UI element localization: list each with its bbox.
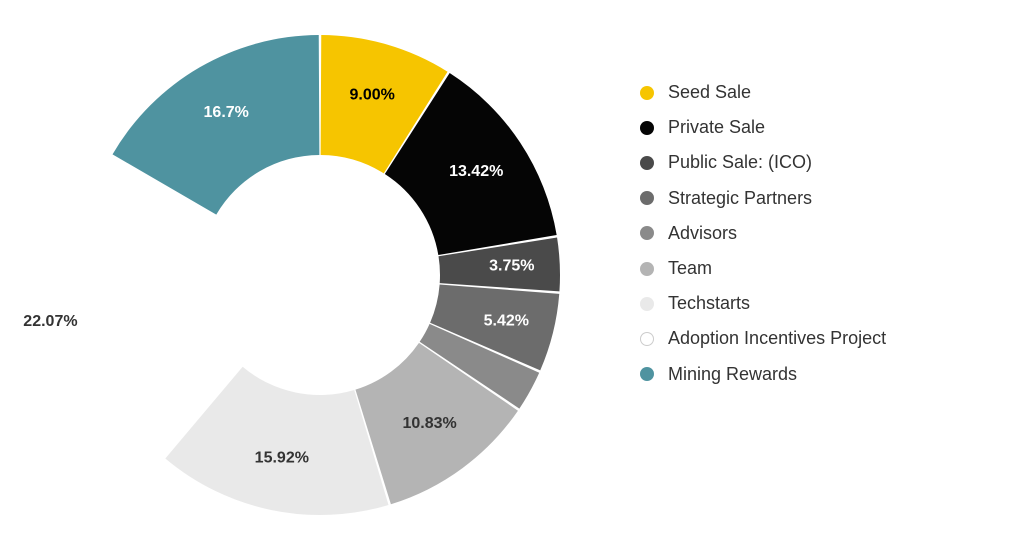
legend-label: Adoption Incentives Project [668, 326, 886, 351]
legend: Seed Sale Private Sale Public Sale: (ICO) S… [640, 80, 1000, 397]
legend-label: Strategic Partners [668, 186, 812, 211]
legend-item-mining[interactable]: Mining Rewards [640, 362, 1000, 387]
legend-label: Team [668, 256, 712, 281]
legend-item-partners[interactable]: Strategic Partners [640, 186, 1000, 211]
slice-label-public: 3.75% [489, 258, 534, 275]
legend-swatch [640, 191, 654, 205]
legend-item-private[interactable]: Private Sale [640, 115, 1000, 140]
legend-item-advisors[interactable]: Advisors [640, 221, 1000, 246]
legend-swatch [640, 367, 654, 381]
legend-label: Seed Sale [668, 80, 751, 105]
chart-container: 9.00% 13.42% 3.75% 5.42% 10.83% 15.92% 22.07% 1… [0, 0, 1024, 550]
legend-label: Mining Rewards [668, 362, 797, 387]
legend-swatch [640, 156, 654, 170]
donut-svg: 9.00% 13.42% 3.75% 5.42% 10.83% 15.92% 22.07% 1… [0, 0, 640, 550]
legend-label: Private Sale [668, 115, 765, 140]
legend-swatch [640, 121, 654, 135]
slice-label-partners: 5.42% [484, 313, 529, 330]
legend-item-team[interactable]: Team [640, 256, 1000, 281]
donut-chart: 9.00% 13.42% 3.75% 5.42% 10.83% 15.92% 22.07% 1… [0, 0, 640, 550]
slice-label-tech: 15.92% [255, 449, 309, 466]
legend-swatch [640, 297, 654, 311]
legend-item-tech[interactable]: Techstarts [640, 291, 1000, 316]
slice-label-mining: 16.7% [204, 104, 249, 121]
slice-label-team: 10.83% [402, 415, 456, 432]
legend-item-adoption[interactable]: Adoption Incentives Project [640, 326, 1000, 351]
slice-label-private: 13.42% [449, 163, 503, 180]
legend-label: Techstarts [668, 291, 750, 316]
legend-swatch [640, 262, 654, 276]
slice-label-adoption: 22.07% [23, 313, 77, 330]
legend-swatch [640, 86, 654, 100]
legend-item-seed[interactable]: Seed Sale [640, 80, 1000, 105]
legend-swatch [640, 226, 654, 240]
slice-label-seed: 9.00% [350, 86, 395, 103]
legend-label: Public Sale: (ICO) [668, 150, 812, 175]
legend-swatch [640, 332, 654, 346]
legend-item-public[interactable]: Public Sale: (ICO) [640, 150, 1000, 175]
legend-label: Advisors [668, 221, 737, 246]
